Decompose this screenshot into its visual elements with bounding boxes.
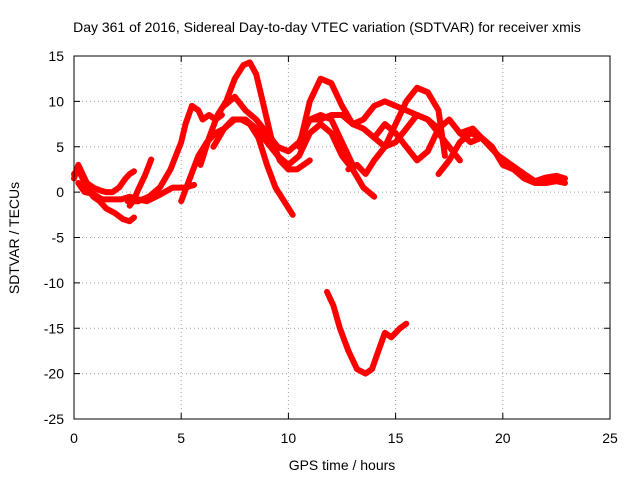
x-tick-label: 25	[602, 430, 618, 446]
y-tick-label: 15	[48, 48, 64, 64]
series-line-arc-5	[124, 102, 195, 205]
chart-title: Day 361 of 2016, Sidereal Day-to-day VTE…	[73, 19, 581, 35]
series-line-arc-9	[221, 93, 356, 168]
series-line-arc-10	[210, 116, 378, 200]
y-tick-label: -25	[44, 411, 64, 427]
y-tick-label: -10	[44, 275, 64, 291]
series-line-arc-8	[197, 59, 313, 173]
x-tick-label: 0	[70, 430, 78, 446]
series-line-arc-16	[456, 125, 568, 185]
series-line-arc-12	[306, 84, 448, 159]
x-tick-label: 20	[495, 430, 511, 446]
series-line-arc-3	[75, 180, 198, 205]
x-tick-label: 5	[177, 430, 185, 446]
y-tick-label: -15	[44, 320, 64, 336]
y-axis-label: SDTVAR / TECUs	[6, 182, 22, 294]
data-series	[71, 59, 568, 377]
x-tick-label: 10	[281, 430, 297, 446]
x-tick-label: 15	[388, 430, 404, 446]
x-axis-tick-labels: 0 5 10 15 20 25	[70, 430, 618, 446]
x-axis-label: GPS time / hours	[289, 457, 396, 473]
y-tick-label: 10	[48, 93, 64, 109]
y-tick-label: 0	[56, 184, 64, 200]
y-tick-label: -5	[52, 230, 65, 246]
y-tick-label: -20	[44, 366, 64, 382]
y-tick-label: 5	[56, 139, 64, 155]
y-axis-tick-labels: -25 -20 -15 -10 -5 0 5 10 15	[44, 48, 64, 427]
axis-ticks	[73, 55, 611, 420]
series-line-arc-17	[324, 288, 410, 377]
series-line-arc-15	[435, 130, 568, 186]
